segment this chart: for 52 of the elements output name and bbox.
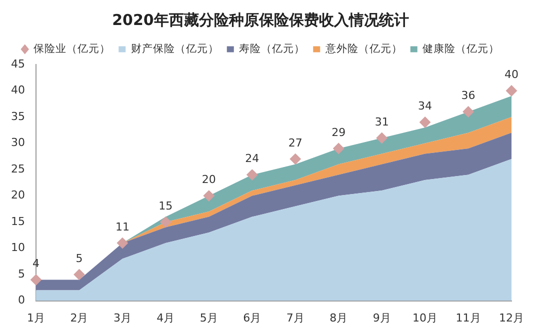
- x-tick-label: 4月: [156, 311, 175, 324]
- y-tick-label: 5: [18, 267, 25, 280]
- x-tick-label: 1月: [26, 311, 45, 324]
- point: [462, 106, 474, 118]
- point: [246, 169, 258, 180]
- y-tick-label: 20: [10, 188, 25, 202]
- y-tick-label: 35: [10, 110, 25, 123]
- data-label: 31: [374, 115, 389, 128]
- x-tick-label: 7月: [286, 311, 304, 324]
- point: [203, 190, 214, 202]
- x-tick-label: 9月: [372, 311, 391, 324]
- point: [290, 154, 301, 165]
- data-label: 20: [202, 173, 216, 186]
- y-tick-label: 30: [10, 136, 25, 150]
- data-label: 27: [288, 136, 302, 150]
- chart-title: 2020年西藏分险种原保险保费收入情况统计: [112, 10, 409, 29]
- y-tick-label: 25: [10, 162, 25, 176]
- point: [30, 274, 42, 286]
- legend-label: 寿险（亿元）: [239, 42, 306, 55]
- data-label: 36: [461, 89, 476, 102]
- data-label: 24: [245, 152, 260, 166]
- y-tick-label: 15: [10, 214, 25, 228]
- data-label: 29: [332, 126, 346, 139]
- y-tick-label: 10: [10, 241, 25, 254]
- legend-label: 保险业（亿元）: [34, 42, 111, 55]
- legend-label: 健康险（亿元）: [422, 42, 500, 55]
- point: [116, 238, 128, 249]
- x-tick-label: 6月: [243, 311, 262, 324]
- point: [506, 85, 517, 96]
- data-label: 40: [504, 68, 518, 82]
- x-tick-label: 2月: [70, 311, 88, 324]
- x-tick-label: 12月: [499, 311, 524, 324]
- point: [74, 269, 85, 280]
- data-label: 5: [76, 252, 83, 265]
- y-tick-label: 45: [10, 57, 25, 70]
- data-label: 4: [32, 257, 40, 270]
- x-tick-label: 8月: [330, 311, 348, 324]
- legend-label: 意外险（亿元）: [324, 42, 402, 55]
- point: [160, 216, 172, 228]
- data-label: 15: [158, 199, 173, 212]
- point: [333, 143, 344, 154]
- legend-label: 财产保险（亿元）: [130, 42, 219, 55]
- data-label: 11: [115, 220, 130, 234]
- point: [376, 132, 388, 144]
- x-tick-label: 10月: [412, 311, 438, 324]
- x-tick-label: 3月: [113, 311, 132, 324]
- x-tick-label: 11月: [456, 311, 481, 324]
- data-label: 34: [418, 100, 432, 113]
- x-tick-label: 5月: [200, 311, 218, 324]
- y-tick-label: 40: [10, 84, 25, 97]
- point: [420, 116, 431, 128]
- y-tick-label: 0: [18, 294, 25, 307]
